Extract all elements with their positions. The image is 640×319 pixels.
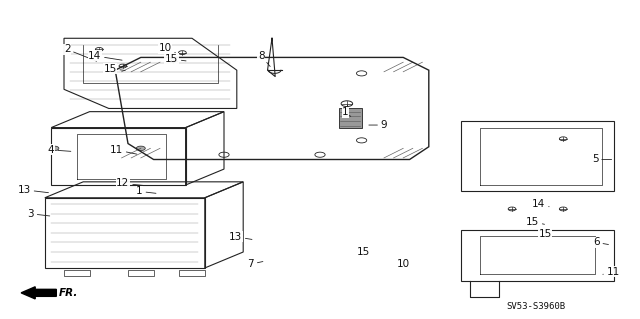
Text: 15: 15 — [526, 217, 545, 227]
Text: 12: 12 — [116, 178, 143, 189]
Text: 10: 10 — [397, 259, 410, 269]
Text: 13: 13 — [18, 185, 49, 195]
Text: 6: 6 — [593, 237, 609, 248]
Text: 11: 11 — [603, 267, 620, 277]
Text: 13: 13 — [229, 232, 252, 242]
Text: 15: 15 — [104, 63, 125, 74]
Text: 15: 15 — [165, 54, 186, 64]
Text: 14: 14 — [88, 51, 122, 61]
Text: 8: 8 — [258, 51, 270, 66]
Text: 5: 5 — [592, 154, 612, 165]
Text: 1: 1 — [136, 186, 156, 197]
Text: 1: 1 — [342, 107, 351, 117]
Text: 7: 7 — [248, 259, 263, 269]
FancyArrow shape — [21, 287, 56, 299]
Text: 4: 4 — [48, 145, 71, 155]
Text: 3: 3 — [28, 209, 50, 219]
Polygon shape — [339, 108, 362, 128]
Circle shape — [136, 146, 145, 151]
Text: 2: 2 — [64, 44, 97, 61]
Text: 10: 10 — [159, 43, 175, 54]
Text: 15: 15 — [539, 229, 552, 240]
Text: SV53-S3960B: SV53-S3960B — [507, 302, 566, 311]
Text: 14: 14 — [532, 198, 549, 209]
Text: FR.: FR. — [59, 288, 78, 298]
Text: 11: 11 — [110, 145, 137, 155]
Text: 9: 9 — [369, 120, 387, 130]
Text: 15: 15 — [357, 247, 370, 257]
Circle shape — [50, 146, 59, 151]
